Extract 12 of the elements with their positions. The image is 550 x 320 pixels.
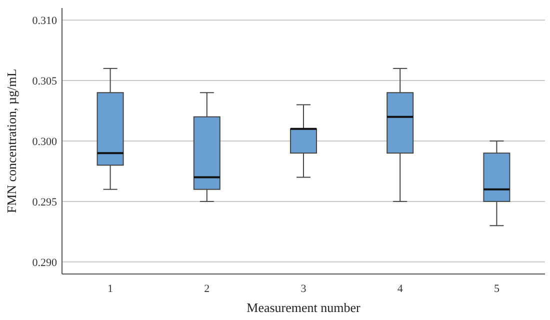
y-tick-label: 0.305 <box>32 75 58 88</box>
y-tick-label: 0.290 <box>32 256 58 269</box>
y-axis-title: FMN concentration, µg/mL <box>4 68 19 214</box>
x-tick-label: 1 <box>108 283 114 295</box>
x-tick-label: 3 <box>300 283 307 295</box>
y-tick-label: 0.300 <box>32 136 58 148</box>
y-tick-label: 0.295 <box>32 196 58 208</box>
x-tick-label: 5 <box>494 283 500 295</box>
y-tick-label: 0.310 <box>32 14 58 27</box>
x-tick-label: 2 <box>204 283 210 295</box>
x-tick-label: 4 <box>397 283 404 295</box>
x-axis-title: Measurement number <box>246 300 362 315</box>
